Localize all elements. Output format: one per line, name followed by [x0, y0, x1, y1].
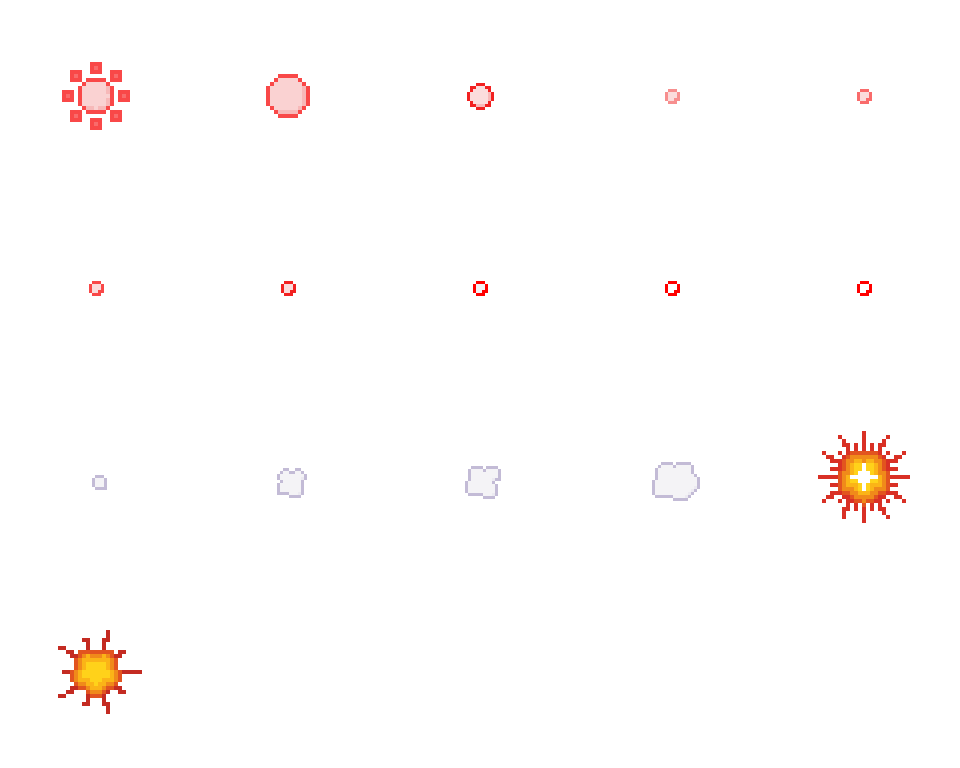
vivid-spark-icon [470, 278, 491, 299]
smoke-puff-frame-1 [89, 472, 110, 493]
spark-dot-frame-1 [86, 278, 107, 299]
spark-dot-frame-5 [854, 278, 875, 299]
full-spark-icon [854, 278, 875, 299]
spark-dot-frame-4 [662, 278, 683, 299]
large-smoke-puff-icon [646, 453, 703, 510]
smoke-puff-frame-4 [646, 453, 703, 510]
medium-smoke-puff-icon [459, 457, 507, 505]
bubble-burst-frame-1 [62, 62, 130, 130]
tiny-smoke-puff-icon [89, 472, 110, 493]
explosion-frame-1 [50, 626, 142, 718]
small-smoke-puff-icon [271, 462, 310, 501]
spark-dot-frame-3 [470, 278, 491, 299]
soft-dot-icon [854, 86, 875, 107]
medium-bubble-icon [464, 80, 497, 113]
smoke-puff-frame-2 [271, 462, 310, 501]
spiked-fireball-icon [50, 626, 142, 718]
spark-dot-frame-2 [278, 278, 299, 299]
starburst-explosion-icon [818, 431, 910, 523]
smoke-puff-frame-5 [818, 431, 910, 523]
bubble-burst-frame-4 [662, 86, 683, 107]
pale-spark-icon [86, 278, 107, 299]
bright-spark-icon [662, 278, 683, 299]
bubble-burst-frame-2 [262, 70, 314, 122]
pale-dot-icon [662, 86, 683, 107]
large-bubble-icon [262, 70, 314, 122]
bubble-burst-frame-5 [854, 86, 875, 107]
soft-spark-icon [278, 278, 299, 299]
smoke-puff-frame-3 [459, 457, 507, 505]
bubble-burst-frame-3 [464, 80, 497, 113]
burst-with-particles-icon [62, 62, 130, 130]
